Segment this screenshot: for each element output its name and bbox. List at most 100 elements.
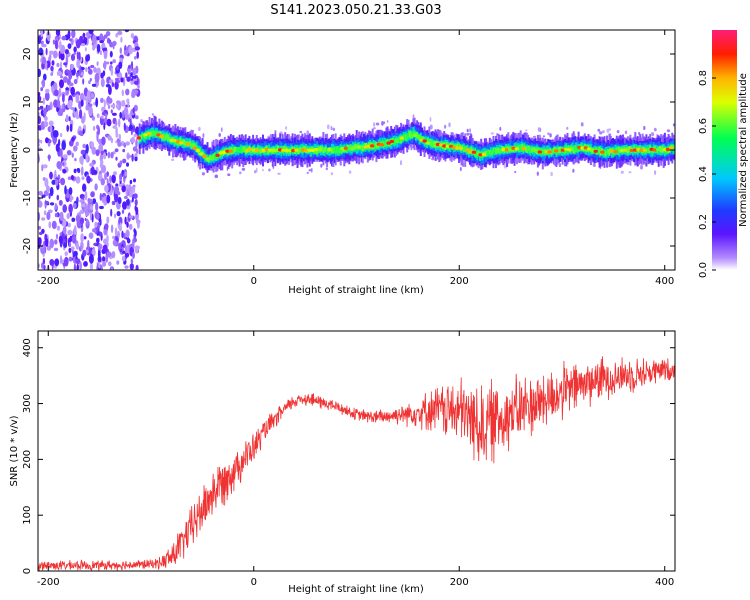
noise-cell bbox=[67, 30, 71, 39]
noise-cell bbox=[128, 124, 133, 131]
faint-cell bbox=[268, 168, 271, 172]
noise-cell bbox=[134, 245, 139, 254]
noise-cell bbox=[117, 196, 122, 205]
noise-cell bbox=[38, 211, 41, 222]
noise-cell bbox=[121, 101, 126, 107]
noise-cell bbox=[102, 61, 107, 69]
x-tick-label: 400 bbox=[655, 577, 674, 588]
signal-cell bbox=[139, 135, 142, 140]
faint-cell bbox=[320, 163, 323, 168]
peak-cell bbox=[376, 142, 381, 146]
noise-cell bbox=[112, 239, 117, 246]
noise-cell bbox=[62, 169, 67, 174]
noise-cell bbox=[80, 240, 84, 251]
signal-cell bbox=[381, 140, 384, 146]
y-tick-label: 0 bbox=[22, 147, 33, 153]
y-tick-label: -20 bbox=[22, 238, 33, 254]
noise-cell bbox=[85, 104, 90, 111]
noise-cell bbox=[124, 252, 130, 258]
noise-cell bbox=[85, 98, 89, 106]
noise-cell bbox=[133, 133, 138, 137]
signal-cell bbox=[617, 148, 620, 155]
signal-cell bbox=[434, 141, 437, 148]
noise-cell bbox=[115, 100, 121, 105]
signal-cell bbox=[333, 146, 336, 152]
noise-cell bbox=[79, 261, 82, 270]
noise-cell bbox=[70, 64, 74, 71]
noise-cell bbox=[76, 263, 79, 270]
noise-cell bbox=[57, 98, 60, 108]
noise-cell bbox=[125, 72, 128, 79]
peak-cell bbox=[366, 144, 371, 148]
noise-cell bbox=[75, 176, 81, 184]
signal-cell bbox=[470, 147, 473, 154]
signal-cell bbox=[393, 139, 396, 145]
peak-cell bbox=[169, 138, 174, 142]
faint-cell bbox=[198, 126, 201, 132]
noise-cell bbox=[83, 37, 88, 43]
noise-cell bbox=[110, 224, 114, 233]
peak-cell bbox=[179, 141, 184, 145]
noise-cell bbox=[79, 65, 82, 75]
signal-cell bbox=[205, 155, 208, 161]
faint-cell bbox=[624, 130, 628, 135]
signal-cell bbox=[252, 146, 255, 151]
noise-cell bbox=[104, 172, 108, 181]
faint-cell bbox=[616, 130, 620, 134]
noise-cell bbox=[119, 222, 122, 231]
noise-cell bbox=[40, 139, 43, 144]
figure-title: S141.2023.050.21.33.G03 bbox=[270, 3, 441, 18]
noise-cell bbox=[59, 132, 63, 138]
signal-cell bbox=[258, 147, 261, 154]
noise-cell bbox=[114, 185, 120, 194]
noise-cell bbox=[80, 149, 86, 155]
noise-cell bbox=[68, 247, 72, 254]
noise-cell bbox=[75, 114, 80, 120]
noise-cell bbox=[116, 64, 119, 71]
noise-cell bbox=[71, 152, 74, 158]
noise-cell bbox=[137, 84, 140, 89]
signal-cell bbox=[348, 146, 351, 151]
noise-cell bbox=[83, 112, 86, 122]
peak-cell bbox=[445, 144, 450, 148]
noise-cell bbox=[73, 168, 77, 174]
peak-cell bbox=[583, 146, 588, 150]
signal-cell bbox=[237, 147, 240, 152]
noise-cell bbox=[70, 174, 74, 181]
noise-cell bbox=[59, 211, 64, 222]
colorbar-tick-label: 0.0 bbox=[698, 262, 709, 278]
peak-cell bbox=[425, 141, 431, 145]
noise-cell bbox=[131, 153, 134, 162]
signal-cell bbox=[560, 147, 563, 156]
signal-cell bbox=[407, 132, 410, 138]
signal-cell bbox=[243, 146, 246, 152]
peak-cell bbox=[228, 149, 233, 153]
noise-cell bbox=[134, 199, 138, 206]
signal-cell bbox=[491, 150, 494, 155]
noise-cell bbox=[134, 46, 140, 51]
signal-cell bbox=[628, 146, 631, 153]
noise-cell bbox=[92, 34, 97, 45]
signal-cell bbox=[210, 155, 213, 161]
signal-cell bbox=[178, 140, 181, 147]
noise-cell bbox=[69, 140, 74, 147]
y-tick-label: 200 bbox=[22, 450, 33, 469]
noise-cell bbox=[119, 160, 123, 166]
peak-cell bbox=[199, 152, 204, 156]
signal-cell bbox=[397, 137, 400, 143]
signal-cell bbox=[577, 146, 580, 153]
faint-cell bbox=[542, 135, 546, 138]
peak-cell bbox=[304, 148, 309, 153]
faint-cell bbox=[241, 167, 246, 171]
noise-cell bbox=[126, 221, 129, 228]
noise-cell bbox=[115, 156, 118, 161]
noise-cell bbox=[41, 44, 47, 48]
noise-cell bbox=[52, 50, 58, 59]
faint-cell bbox=[469, 128, 471, 133]
noise-cell bbox=[84, 190, 88, 201]
noise-cell bbox=[71, 217, 76, 222]
peak-cell bbox=[159, 134, 164, 138]
noise-cell bbox=[46, 31, 51, 42]
signal-cell bbox=[527, 145, 530, 152]
noise-cell bbox=[107, 135, 112, 141]
